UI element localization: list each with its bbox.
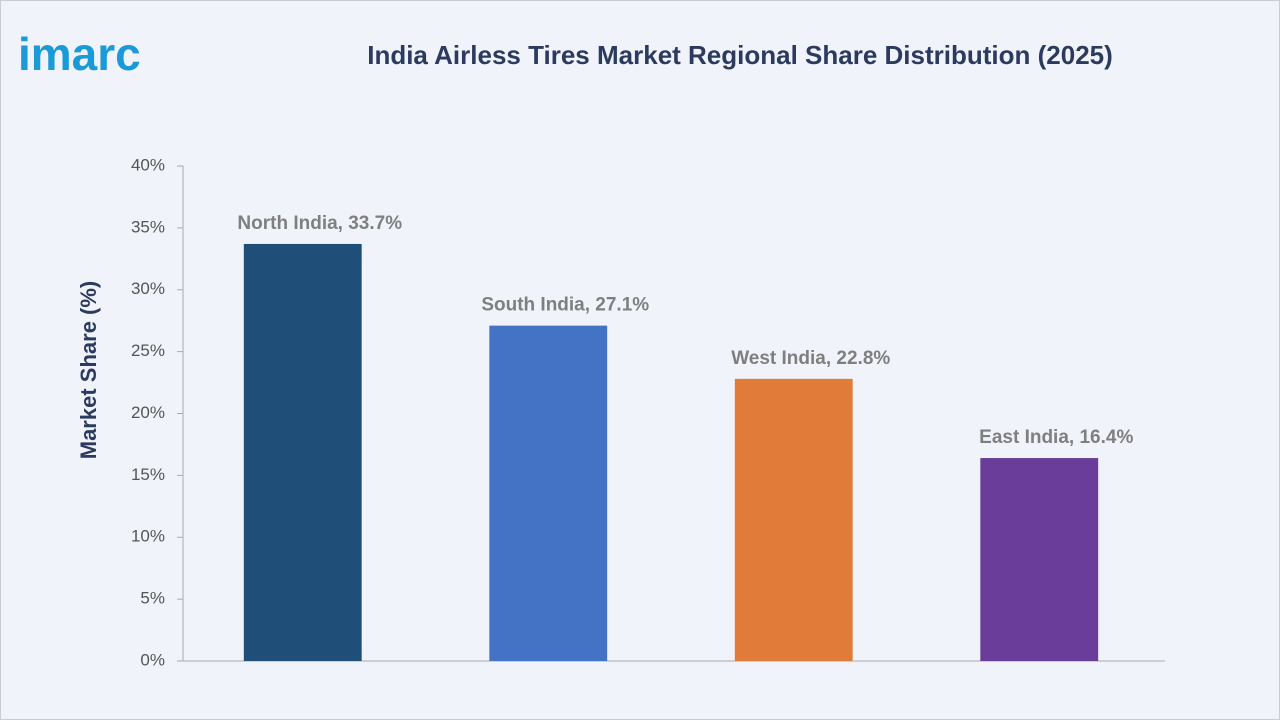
bar — [734, 378, 853, 661]
value-label: South India, 27.1% — [481, 295, 649, 316]
value-label: North India, 33.7% — [237, 213, 402, 234]
y-tick-label: 0% — [140, 650, 165, 669]
y-tick-label: 35% — [131, 217, 165, 236]
y-tick-label: 25% — [131, 341, 165, 360]
y-tick-label: 20% — [131, 403, 165, 422]
y-tick-label: 40% — [131, 155, 165, 174]
y-tick-label: 10% — [131, 527, 165, 546]
value-label: East India, 16.4% — [979, 427, 1133, 448]
bar — [980, 458, 1099, 661]
y-tick-label: 15% — [131, 465, 165, 484]
bar — [243, 243, 362, 661]
value-label: West India, 22.8% — [731, 348, 890, 369]
bar — [489, 325, 608, 661]
y-axis-label: Market Share (%) — [76, 281, 101, 460]
y-tick-label: 5% — [140, 589, 165, 608]
chart-title: India Airless Tires Market Regional Shar… — [367, 40, 1113, 70]
logo: imarc — [18, 28, 141, 80]
y-tick-label: 30% — [131, 279, 165, 298]
